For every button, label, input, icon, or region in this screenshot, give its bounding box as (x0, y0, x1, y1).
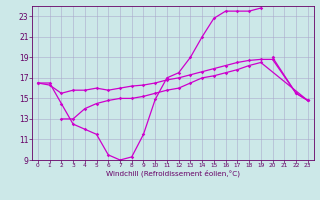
X-axis label: Windchill (Refroidissement éolien,°C): Windchill (Refroidissement éolien,°C) (106, 170, 240, 177)
